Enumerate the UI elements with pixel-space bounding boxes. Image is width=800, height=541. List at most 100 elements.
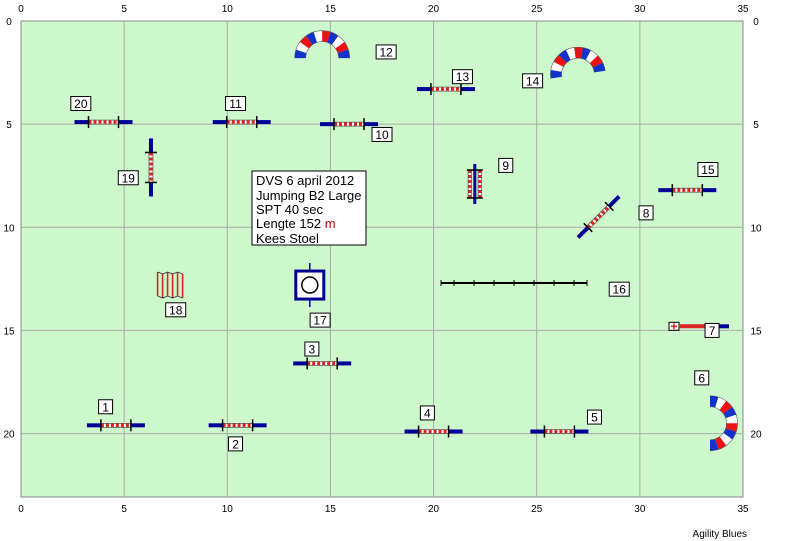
number-label-text: 14 xyxy=(526,74,540,88)
jump-wing-right xyxy=(607,195,621,208)
info-box-frame xyxy=(251,170,367,246)
tick-label-top: 35 xyxy=(737,4,749,15)
obstacle-number-13: 13 xyxy=(451,69,473,85)
info-line-judge: Kees Stoel xyxy=(256,231,319,246)
number-label-text: 11 xyxy=(229,97,242,111)
obstacle-number-15: 15 xyxy=(697,162,719,178)
tick-label-left: 10 xyxy=(3,223,15,234)
tunnel-outline-inner xyxy=(305,41,339,59)
tunnel-outline-inner xyxy=(561,57,595,77)
number-label-box xyxy=(451,69,473,85)
obstacle-19-jump xyxy=(144,138,157,197)
tunnel-segment xyxy=(725,414,738,424)
tick-label-right: 0 xyxy=(753,17,759,28)
obstacle-number-20: 20 xyxy=(70,96,92,112)
info-line-event: DVS 6 april 2012 xyxy=(256,173,354,188)
obstacle-4-jump xyxy=(404,425,463,438)
number-label-box xyxy=(586,409,602,425)
info-length-value: Lengte 152 xyxy=(256,216,325,231)
tunnel-segment xyxy=(558,49,571,63)
tick-label-bottom: 20 xyxy=(428,504,440,515)
number-label-box xyxy=(70,96,92,112)
obstacle-number-5: 5 xyxy=(586,409,602,425)
obstacle-18-weave xyxy=(156,271,184,299)
number-label-text: 15 xyxy=(701,163,715,177)
number-label-box xyxy=(117,170,139,186)
obstacle-number-10: 10 xyxy=(371,126,393,142)
jump-stand-left xyxy=(583,222,593,233)
tick-label-bottom: 35 xyxy=(737,504,749,515)
tunnel-segment xyxy=(331,35,345,49)
info-length-unit: m xyxy=(325,216,336,231)
tunnel-segment xyxy=(589,55,603,68)
tick-label-bottom: 30 xyxy=(634,504,646,515)
tunnel-segment xyxy=(565,47,576,60)
number-label-text: 13 xyxy=(456,70,470,84)
tunnel-segment xyxy=(335,41,349,54)
number-label-text: 20 xyxy=(74,97,88,111)
tunnel-segment xyxy=(585,50,598,64)
obstacle-3-jump xyxy=(293,357,352,370)
tunnel-segment xyxy=(723,407,737,419)
obstacle-16-walk xyxy=(440,279,588,286)
obstacle-12-tunnel xyxy=(294,30,350,59)
tick-label-bottom: 25 xyxy=(531,504,543,515)
tunnel-segment xyxy=(725,423,738,432)
tunnel-segment xyxy=(337,49,350,59)
tunnel-segment xyxy=(299,35,313,49)
number-label-box xyxy=(375,44,397,60)
number-label-text: 16 xyxy=(613,283,627,297)
obstacle-2-jump xyxy=(208,419,267,432)
obstacle-number-4: 4 xyxy=(419,405,435,421)
number-label-box xyxy=(309,312,331,328)
number-label-text: 8 xyxy=(643,206,650,220)
course-info-box: DVS 6 april 2012 Jumping B2 Large SPT 40… xyxy=(251,170,367,246)
number-label-box xyxy=(419,405,435,421)
tunnel-segment xyxy=(709,395,719,408)
tunnel-segment xyxy=(553,54,567,68)
tunnel-segment xyxy=(723,428,737,440)
obstacle-number-17: 17 xyxy=(309,312,331,328)
jump-pole xyxy=(467,169,472,199)
number-label-text: 6 xyxy=(698,371,705,385)
info-line-spt: SPT 40 sec xyxy=(256,202,323,217)
number-label-text: 17 xyxy=(313,314,327,328)
tunnel-segment xyxy=(327,31,339,45)
tunnel-segment xyxy=(296,41,309,54)
info-line-class: Jumping B2 Large xyxy=(256,188,362,203)
number-label-text: 1 xyxy=(102,400,109,414)
obstacle-number-16: 16 xyxy=(608,281,630,297)
obstacle-number-3: 3 xyxy=(304,341,320,357)
weave-base xyxy=(157,271,183,299)
tunnel-segment xyxy=(294,49,307,59)
tyre-frame xyxy=(294,269,326,301)
obstacle-17-tyre xyxy=(294,263,326,308)
tunnel-segment xyxy=(719,432,733,446)
tunnel-outline-inner xyxy=(709,406,727,441)
info-line-length: Lengte 152 m xyxy=(256,216,336,231)
number-label-text: 10 xyxy=(375,128,389,142)
tunnel-segment xyxy=(313,30,323,43)
number-label-text: 18 xyxy=(169,303,183,317)
obstacle-20-jump xyxy=(74,116,133,129)
obstacle-14-tunnel xyxy=(550,46,606,79)
tick-label-bottom: 10 xyxy=(222,504,234,515)
tick-label-right: 20 xyxy=(750,430,762,441)
number-label-box xyxy=(704,322,720,338)
tick-label-left: 0 xyxy=(6,17,12,28)
number-label-text: 12 xyxy=(379,45,393,59)
obstacle-number-2: 2 xyxy=(228,436,244,452)
number-label-box xyxy=(697,162,719,178)
obstacle-number-9: 9 xyxy=(498,157,514,173)
tick-label-top: 0 xyxy=(18,4,24,15)
tunnel-segment xyxy=(719,401,733,414)
obstacle-number-6: 6 xyxy=(694,370,710,386)
obstacle-11-jump xyxy=(212,116,271,129)
obstacle-layer xyxy=(74,30,738,452)
number-label-box xyxy=(98,399,114,415)
number-label-box xyxy=(371,126,393,142)
obstacle-10-jump xyxy=(319,118,378,131)
tunnel-segment xyxy=(580,47,591,61)
number-label-box xyxy=(498,157,514,173)
